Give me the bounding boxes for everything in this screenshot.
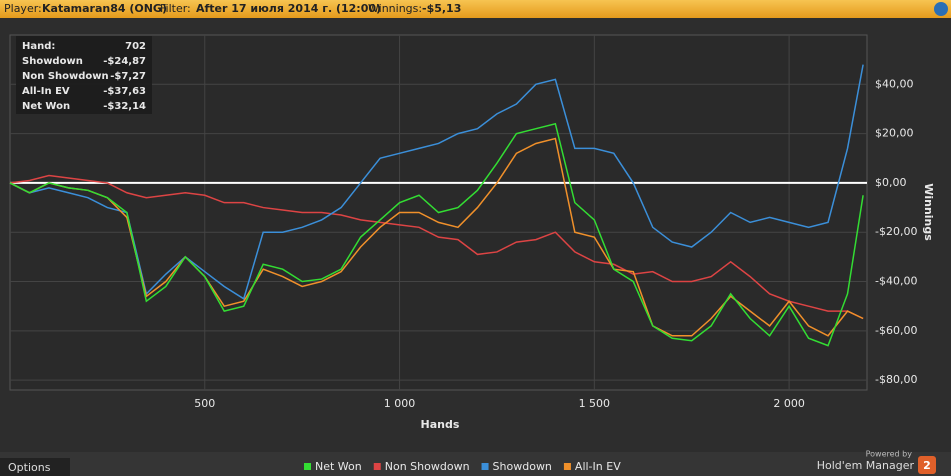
legend-label: Showdown xyxy=(493,460,552,473)
options-label[interactable]: Options xyxy=(8,461,51,474)
series-line xyxy=(9,174,864,320)
y-tick-label: -$80,00 xyxy=(875,373,917,386)
legend-swatch xyxy=(304,463,311,470)
legend-label: All-In EV xyxy=(575,460,621,473)
player-label: Player: xyxy=(4,2,42,15)
tooltip-key: Hand: xyxy=(22,41,55,52)
powered-by: Powered by xyxy=(866,450,913,459)
x-tick-label: 1 000 xyxy=(384,397,416,410)
legend-swatch xyxy=(481,463,489,470)
tooltip-value: 702 xyxy=(125,41,146,52)
help-button[interactable] xyxy=(934,2,948,16)
y-tick-label: $40,00 xyxy=(875,77,914,90)
brand-version: 2 xyxy=(923,459,931,472)
x-tick-label: 2 000 xyxy=(773,397,805,410)
y-tick-label: -$40,00 xyxy=(875,275,917,288)
y-tick-label: -$20,00 xyxy=(875,225,917,238)
y-axis-title: Winnings xyxy=(922,183,935,241)
tooltip-key: Showdown xyxy=(22,56,83,67)
options-button[interactable] xyxy=(0,458,70,476)
series-line xyxy=(9,122,864,347)
y-tick-label: $0,00 xyxy=(875,176,907,189)
x-tick-label: 1 500 xyxy=(579,397,611,410)
filter-label: Filter: xyxy=(160,2,191,15)
header-bar xyxy=(0,0,951,18)
tooltip-value: -$7,27 xyxy=(110,71,146,82)
tooltip-key: Net Won xyxy=(22,101,70,112)
x-axis-title: Hands xyxy=(421,418,460,431)
tooltip-key: Non Showdown xyxy=(22,71,109,82)
winnings-label: Winnings: xyxy=(368,2,422,15)
tooltip-key: All-In EV xyxy=(22,86,70,97)
y-tick-label: $20,00 xyxy=(875,127,914,140)
legend-label: Non Showdown xyxy=(385,460,470,473)
player-name: Katamaran84 (ONG) xyxy=(42,2,167,15)
tooltip-value: -$24,87 xyxy=(103,56,146,67)
tooltip-box xyxy=(16,36,152,114)
x-tick-label: 500 xyxy=(194,397,215,410)
y-tick-label: -$60,00 xyxy=(875,324,917,337)
brand-logo xyxy=(918,456,936,474)
tooltip-value: -$37,63 xyxy=(103,86,146,97)
legend-label: Net Won xyxy=(315,460,362,473)
tooltip-value: -$32,14 xyxy=(103,101,146,112)
winnings-value: -$5,13 xyxy=(422,2,461,15)
legend-swatch xyxy=(373,463,381,470)
series-line xyxy=(9,64,864,300)
brand: Hold'em Manager xyxy=(817,459,915,472)
legend-swatch xyxy=(563,463,571,470)
filter-value: After 17 июля 2014 г. (12:00) xyxy=(196,2,381,15)
